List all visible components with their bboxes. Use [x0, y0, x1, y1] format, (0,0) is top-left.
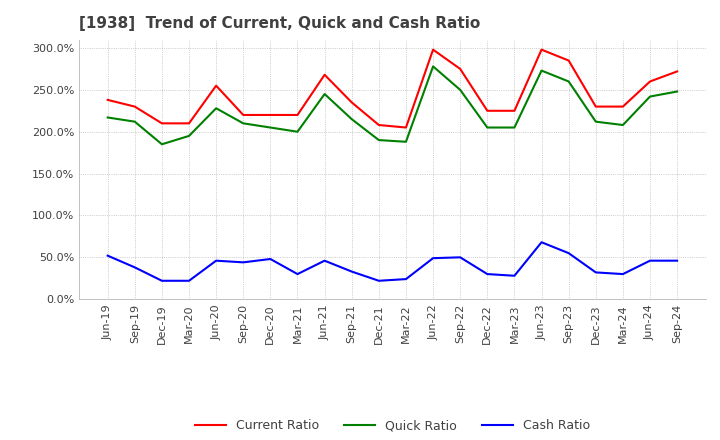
Cash Ratio	[185, 278, 194, 283]
Cash Ratio	[104, 253, 112, 258]
Quick Ratio	[510, 125, 518, 130]
Quick Ratio	[266, 125, 275, 130]
Quick Ratio	[591, 119, 600, 125]
Line: Quick Ratio: Quick Ratio	[108, 66, 677, 144]
Current Ratio	[158, 121, 166, 126]
Quick Ratio	[646, 94, 654, 99]
Quick Ratio	[402, 139, 410, 144]
Current Ratio	[646, 79, 654, 84]
Cash Ratio	[537, 240, 546, 245]
Current Ratio	[130, 104, 139, 109]
Quick Ratio	[483, 125, 492, 130]
Quick Ratio	[456, 87, 464, 92]
Quick Ratio	[374, 137, 383, 143]
Current Ratio	[483, 108, 492, 114]
Quick Ratio	[293, 129, 302, 134]
Quick Ratio	[158, 142, 166, 147]
Current Ratio	[320, 72, 329, 77]
Current Ratio	[348, 100, 356, 105]
Quick Ratio	[185, 133, 194, 139]
Quick Ratio	[428, 64, 437, 69]
Current Ratio	[618, 104, 627, 109]
Cash Ratio	[564, 250, 573, 256]
Cash Ratio	[672, 258, 681, 263]
Cash Ratio	[456, 255, 464, 260]
Cash Ratio	[428, 256, 437, 261]
Legend: Current Ratio, Quick Ratio, Cash Ratio: Current Ratio, Quick Ratio, Cash Ratio	[189, 414, 595, 437]
Line: Current Ratio: Current Ratio	[108, 50, 677, 128]
Quick Ratio	[537, 68, 546, 73]
Cash Ratio	[374, 278, 383, 283]
Current Ratio	[456, 66, 464, 72]
Cash Ratio	[510, 273, 518, 279]
Cash Ratio	[320, 258, 329, 263]
Current Ratio	[104, 97, 112, 103]
Cash Ratio	[348, 269, 356, 274]
Quick Ratio	[130, 119, 139, 125]
Quick Ratio	[212, 106, 220, 111]
Quick Ratio	[618, 122, 627, 128]
Quick Ratio	[564, 79, 573, 84]
Cash Ratio	[158, 278, 166, 283]
Cash Ratio	[212, 258, 220, 263]
Current Ratio	[428, 47, 437, 52]
Quick Ratio	[104, 115, 112, 120]
Cash Ratio	[591, 270, 600, 275]
Current Ratio	[374, 122, 383, 128]
Quick Ratio	[348, 117, 356, 122]
Current Ratio	[564, 58, 573, 63]
Text: [1938]  Trend of Current, Quick and Cash Ratio: [1938] Trend of Current, Quick and Cash …	[79, 16, 480, 32]
Cash Ratio	[239, 260, 248, 265]
Current Ratio	[293, 112, 302, 117]
Current Ratio	[212, 83, 220, 88]
Cash Ratio	[130, 265, 139, 270]
Line: Cash Ratio: Cash Ratio	[108, 242, 677, 281]
Cash Ratio	[266, 257, 275, 262]
Cash Ratio	[646, 258, 654, 263]
Current Ratio	[510, 108, 518, 114]
Quick Ratio	[239, 121, 248, 126]
Quick Ratio	[672, 89, 681, 94]
Cash Ratio	[483, 271, 492, 277]
Current Ratio	[672, 69, 681, 74]
Current Ratio	[402, 125, 410, 130]
Current Ratio	[591, 104, 600, 109]
Current Ratio	[239, 112, 248, 117]
Cash Ratio	[618, 271, 627, 277]
Current Ratio	[537, 47, 546, 52]
Current Ratio	[266, 112, 275, 117]
Cash Ratio	[402, 276, 410, 282]
Current Ratio	[185, 121, 194, 126]
Cash Ratio	[293, 271, 302, 277]
Quick Ratio	[320, 92, 329, 97]
